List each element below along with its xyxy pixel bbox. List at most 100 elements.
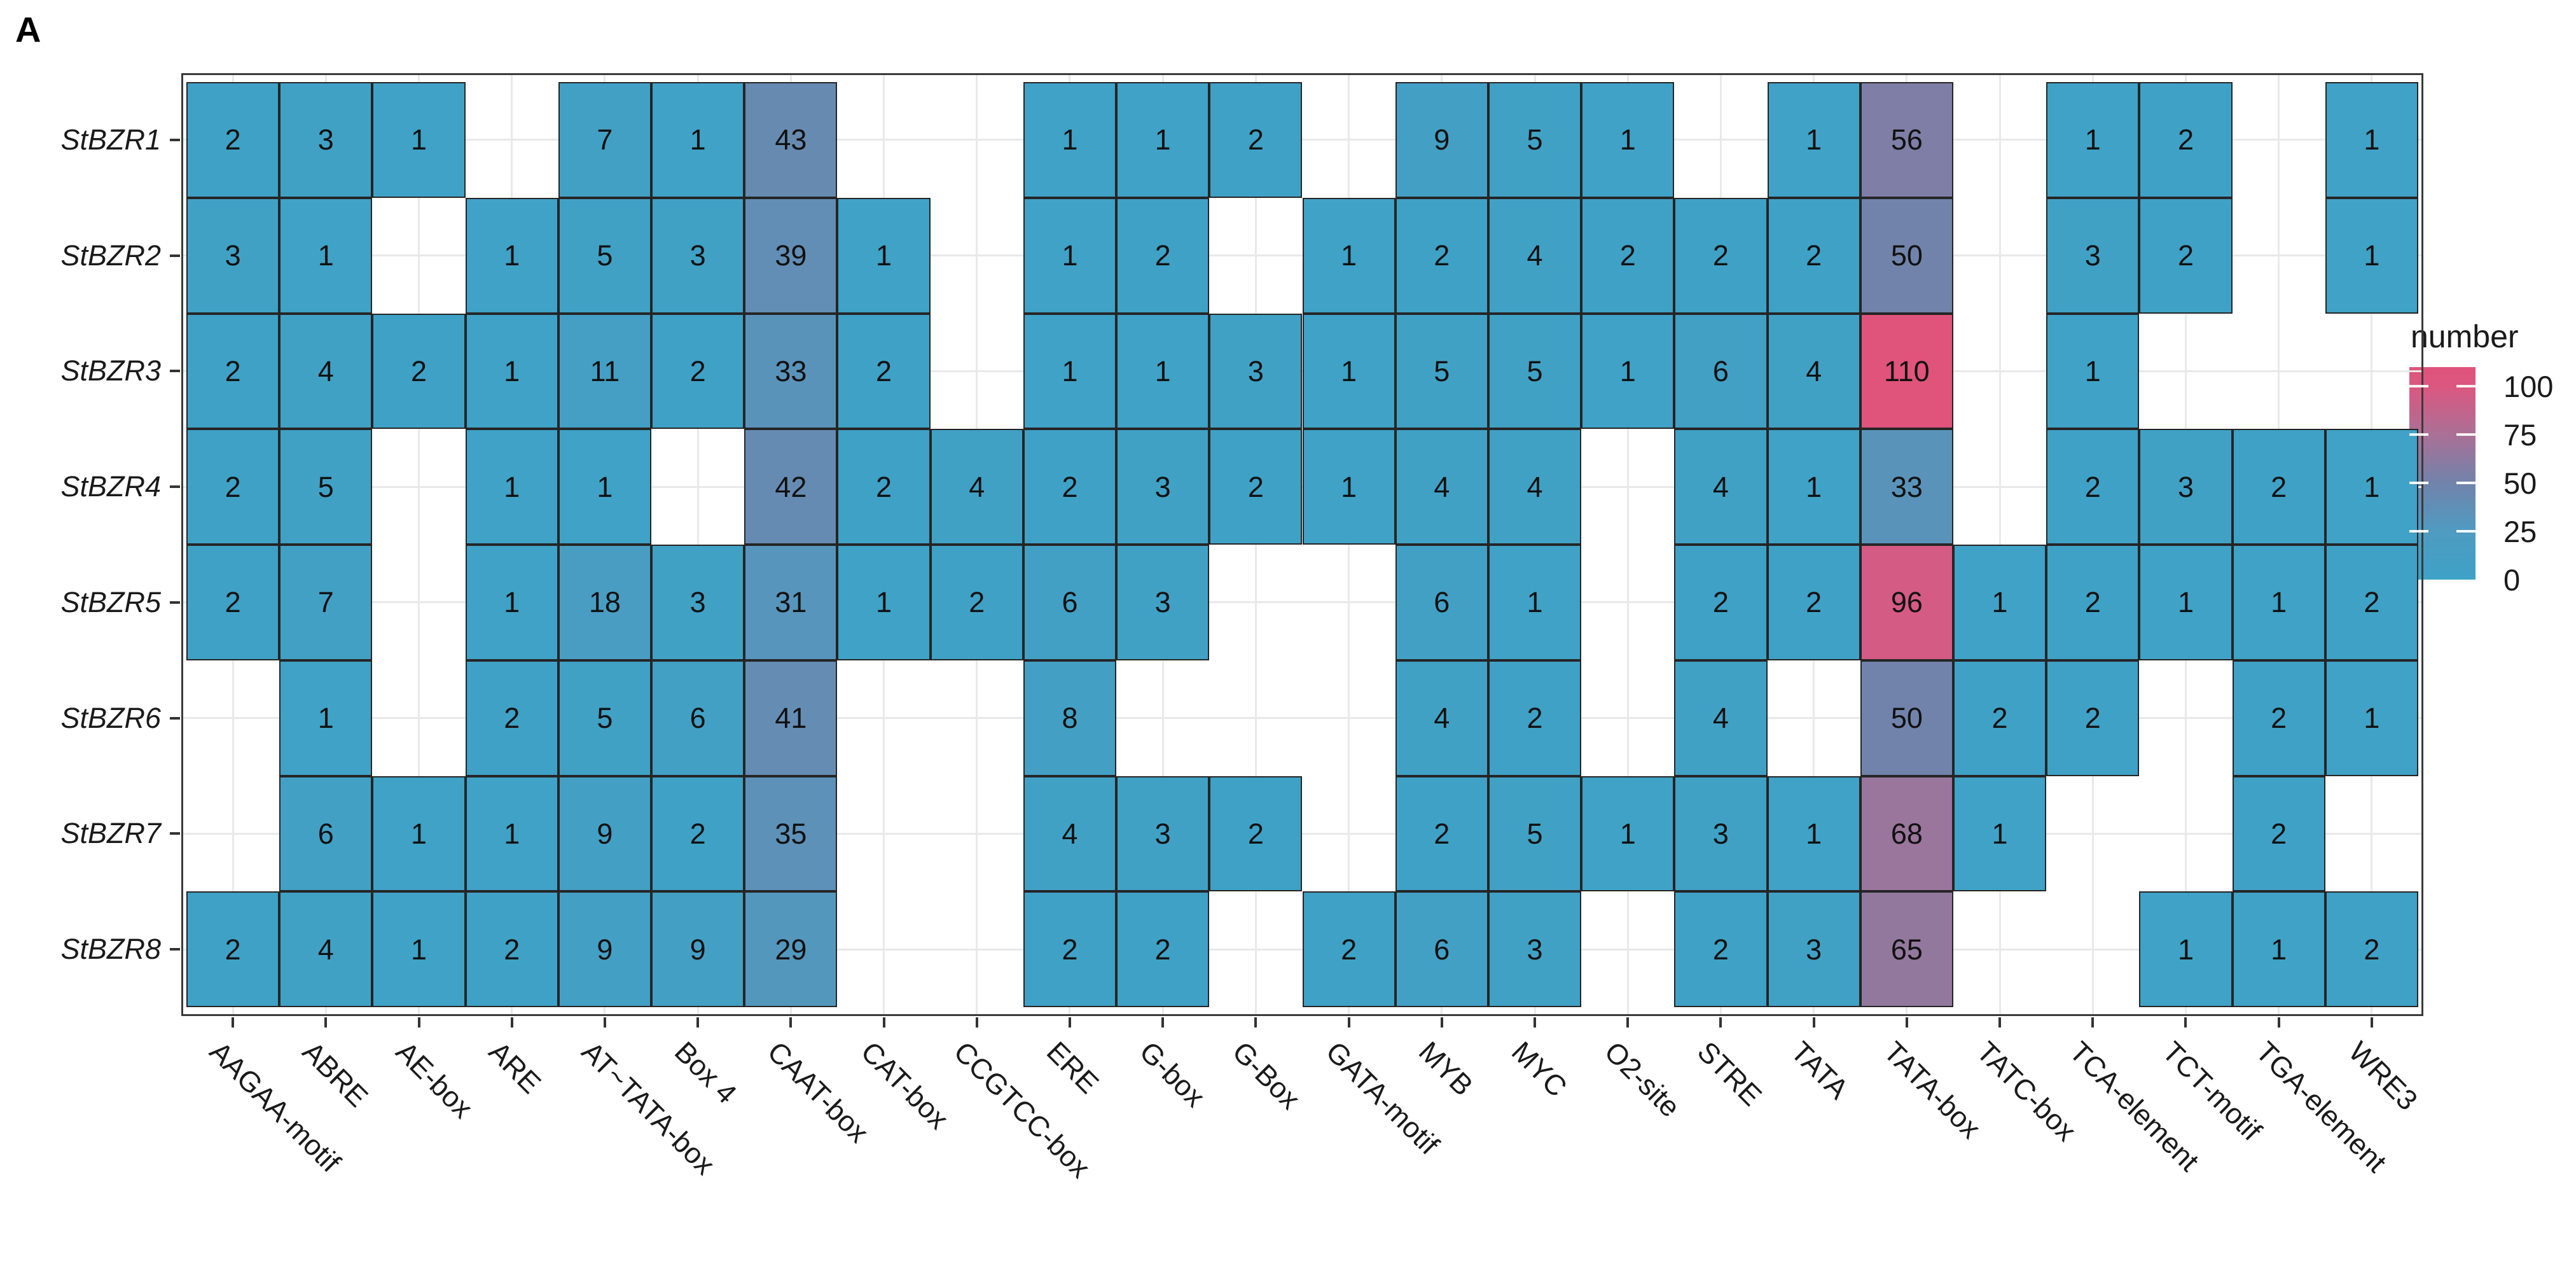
heatmap-cell: 2 [1023, 891, 1117, 1007]
gridline-horizontal [181, 601, 2423, 604]
cell-value: 2 [1434, 817, 1450, 850]
heatmap-cell: 3 [2139, 429, 2233, 545]
heatmap-cell: 3 [1116, 776, 1210, 892]
heatmap-cell: 9 [558, 891, 652, 1007]
heatmap-cell: 5 [1488, 313, 1582, 429]
cell-value: 1 [317, 702, 334, 735]
cell-value: 1 [1619, 123, 1636, 157]
y-axis-label: StBZR2 [60, 239, 161, 272]
heatmap-cell: 6 [1395, 545, 1488, 660]
heatmap-cell: 2 [465, 891, 558, 1007]
legend-tick-dash [2409, 385, 2428, 388]
heatmap-cell: 56 [1860, 82, 1953, 198]
cell-value: 2 [2084, 702, 2101, 735]
cell-value: 2 [225, 354, 241, 387]
heatmap-cell: 2 [651, 313, 745, 429]
cell-value: 1 [410, 933, 427, 966]
heatmap-cell: 4 [1395, 429, 1488, 545]
heatmap-cell: 29 [744, 891, 838, 1007]
heatmap-cell: 1 [651, 82, 745, 198]
heatmap-cell: 1 [2325, 82, 2418, 198]
heatmap-cell: 1 [2232, 891, 2325, 1007]
y-axis-tick [170, 832, 180, 835]
heatmap-cell: 2 [1674, 545, 1768, 660]
cell-value: 3 [225, 239, 241, 272]
heatmap-cell: 1 [465, 776, 558, 892]
heatmap-cell: 11 [558, 313, 652, 429]
cell-value: 6 [1712, 354, 1729, 387]
y-axis-tick [170, 254, 180, 257]
cell-value: 65 [1890, 933, 1923, 966]
cell-value: 5 [1434, 354, 1450, 387]
cell-value: 3 [689, 586, 706, 619]
cell-value: 2 [225, 470, 241, 503]
cell-value: 1 [504, 586, 520, 619]
cell-value: 18 [588, 586, 621, 619]
y-axis-tick [170, 485, 180, 489]
heatmap-cell: 2 [1767, 545, 1860, 660]
heatmap-cell: 6 [1674, 313, 1768, 429]
x-axis-tick [1905, 1017, 1908, 1028]
cell-value: 1 [1806, 817, 1822, 850]
heatmap-cell: 1 [1488, 545, 1582, 660]
cell-value: 6 [1434, 586, 1450, 619]
heatmap-cell: 3 [2046, 197, 2140, 314]
heatmap-cell: 110 [1860, 313, 1953, 429]
heatmap-cell: 3 [651, 197, 745, 314]
heatmap-cell: 4 [1767, 313, 1860, 429]
x-axis-label: Box 4 [668, 1035, 744, 1110]
heatmap-cell: 96 [1860, 545, 1953, 660]
legend-tick-label: 100 [2503, 370, 2554, 404]
x-axis-tick [2091, 1017, 2095, 1028]
heatmap-cell: 2 [1581, 197, 1675, 314]
heatmap-cell: 1 [465, 429, 558, 545]
cell-value: 2 [504, 933, 520, 966]
heatmap-cell: 43 [744, 82, 838, 198]
heatmap-cell: 3 [1209, 313, 1303, 429]
heatmap-cell: 1 [1023, 82, 1117, 198]
cell-value: 1 [1806, 123, 1822, 157]
cell-value: 2 [1341, 933, 1357, 966]
x-axis-tick [789, 1017, 793, 1028]
heatmap-cell: 2 [1953, 660, 2047, 776]
heatmap-cell: 1 [558, 429, 652, 545]
x-axis-label: O2-site [1598, 1035, 1687, 1124]
x-axis-label: MYC [1505, 1035, 1574, 1103]
heatmap-cell: 1 [2139, 891, 2233, 1007]
heatmap-cell: 2 [186, 891, 280, 1007]
cell-value: 50 [1890, 702, 1923, 735]
x-axis-tick [2370, 1017, 2373, 1028]
heatmap-cell: 3 [1674, 776, 1768, 892]
cell-value: 56 [1890, 123, 1923, 157]
cell-value: 1 [504, 239, 520, 272]
heatmap-cell: 1 [2046, 82, 2140, 198]
heatmap-cell: 41 [744, 660, 838, 776]
cell-value: 5 [597, 239, 613, 272]
cell-value: 1 [1619, 817, 1636, 850]
cell-value: 9 [689, 933, 706, 966]
x-axis-tick [1812, 1017, 1815, 1028]
cell-value: 1 [504, 354, 520, 387]
x-axis-label: MYB [1412, 1035, 1479, 1103]
x-axis-tick [232, 1017, 235, 1028]
legend-title: number [2411, 319, 2519, 354]
cell-value: 2 [1247, 817, 1264, 850]
cell-value: 3 [1154, 470, 1171, 503]
heatmap-cell: 3 [279, 82, 373, 198]
gridline-vertical [1626, 73, 1629, 1016]
cell-value: 42 [775, 470, 807, 503]
heatmap-cell: 1 [2139, 545, 2233, 660]
heatmap-cell: 2 [186, 313, 280, 429]
heatmap-cell: 2 [2046, 429, 2140, 545]
cell-value: 4 [1712, 702, 1729, 735]
cell-value: 1 [2084, 354, 2101, 387]
heatmap-cell: 2 [651, 776, 745, 892]
cell-value: 3 [1154, 586, 1171, 619]
cell-value: 3 [689, 239, 706, 272]
cell-value: 4 [1434, 470, 1450, 503]
legend-gradient-bar [2409, 367, 2476, 580]
heatmap-cell: 1 [279, 197, 373, 314]
heatmap-cell: 5 [1488, 776, 1582, 892]
heatmap-cell: 1 [1116, 82, 1210, 198]
heatmap-cell: 2 [2139, 197, 2233, 314]
